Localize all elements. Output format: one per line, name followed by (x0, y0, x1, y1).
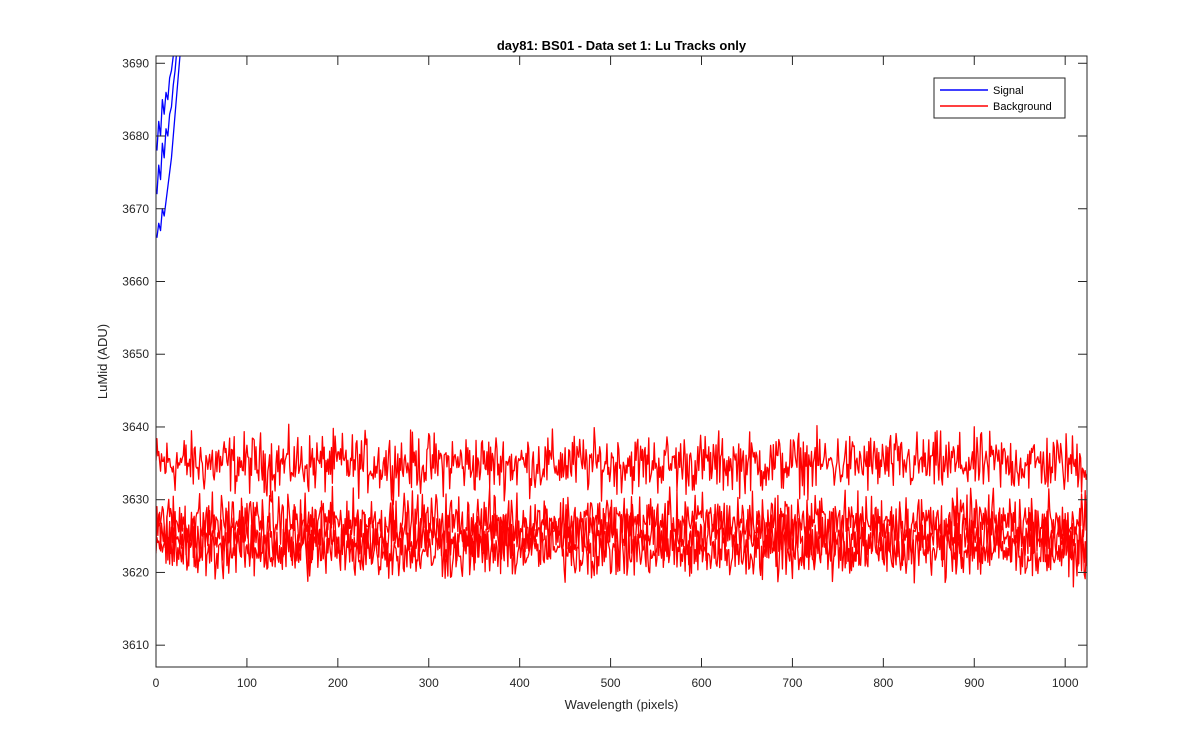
x-tick-label: 200 (328, 676, 348, 690)
plot-frame (155, 55, 1088, 668)
y-tick-label: 3690 (122, 56, 149, 70)
x-tick-label: 600 (691, 676, 711, 690)
series-line-background-3 (156, 423, 1087, 506)
y-axis-label: LuMid (ADU) (95, 324, 110, 399)
x-tick-label: 1000 (1052, 676, 1079, 690)
axis-ticks: 0 100 200 300 400 500 600 700 800 900 1000 3610 3620… (122, 56, 1087, 690)
y-tick-label: 3660 (122, 274, 149, 288)
y-tick-label: 3610 (122, 638, 149, 652)
x-tick-label: 900 (964, 676, 984, 690)
y-tick-label: 3650 (122, 347, 149, 361)
series-line-signal-1 (156, 56, 177, 195)
plot-area (156, 56, 1087, 667)
x-tick-label: 100 (237, 676, 257, 690)
x-tick-label: 700 (782, 676, 802, 690)
x-tick-label: 300 (419, 676, 439, 690)
series-line-signal-2 (156, 56, 174, 151)
series-line-background-6 (156, 512, 1087, 588)
x-tick-label: 400 (510, 676, 530, 690)
legend: Signal Background (933, 77, 1066, 119)
legend-label-signal: Signal (993, 85, 1024, 97)
chart-title: day81: BS01 - Data set 1: Lu Tracks only (497, 38, 747, 53)
legend-label-background: Background (993, 101, 1052, 113)
series-line-signal-0 (156, 56, 181, 238)
x-tick-label: 0 (153, 676, 160, 690)
y-tick-label: 3680 (122, 129, 149, 143)
legend-box (933, 77, 1066, 119)
x-axis-label: Wavelength (pixels) (565, 697, 679, 712)
series-layer (156, 56, 1087, 588)
y-tick-label: 3620 (122, 565, 149, 579)
y-tick-label: 3670 (122, 202, 149, 216)
x-tick-label: 800 (873, 676, 893, 690)
y-tick-label: 3640 (122, 420, 149, 434)
y-tick-label: 3630 (122, 493, 149, 507)
x-tick-label: 500 (601, 676, 621, 690)
